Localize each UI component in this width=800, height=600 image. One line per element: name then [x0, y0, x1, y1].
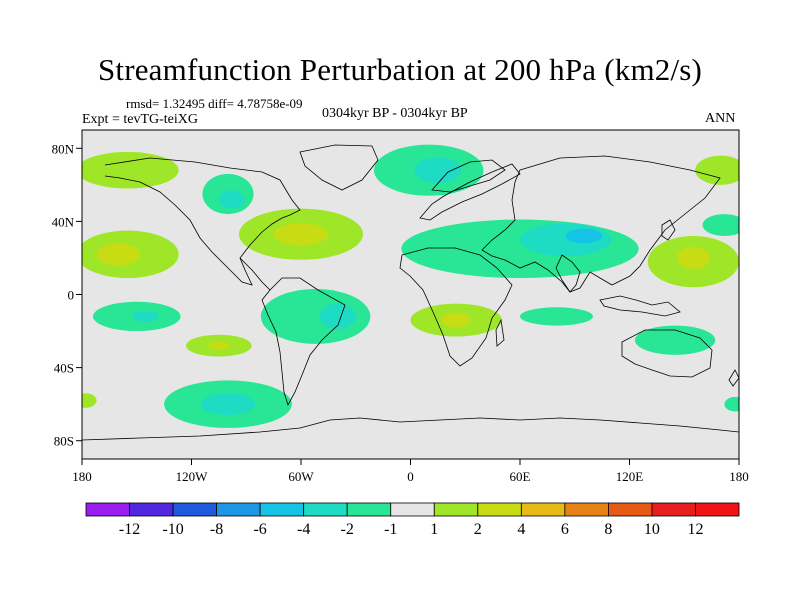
x-tick-label-4: 60E	[510, 469, 531, 484]
coast-greenland	[299, 144, 379, 191]
contour-scandinavia-negative-core	[414, 157, 462, 184]
contour-south-america-negative	[260, 289, 371, 344]
colorbar-label-12: 10	[644, 521, 660, 538]
season-label: ANN	[705, 111, 736, 126]
coast-central-america	[239, 257, 271, 291]
coast-japan	[661, 219, 676, 241]
coast-indonesia	[599, 295, 681, 317]
x-tick-label-2: 60W	[288, 469, 314, 484]
stats-label: rmsd= 1.32495 diff= 4.78758e-09	[126, 96, 303, 111]
contour-west-pacific-positive-core	[676, 246, 710, 269]
contour-asia-negative-core	[565, 228, 603, 244]
map-axes: 180 120W 60W 0 60E 120E 180 80N 40N 0 40S 80S	[52, 141, 749, 484]
x-tick-label-6: 180	[729, 469, 749, 484]
coast-scandinavia	[431, 159, 506, 193]
colorbar-box-9	[477, 502, 522, 517]
map-title: Streamfunction Perturbation at 200 hPa (…	[97, 52, 703, 87]
coast-madagascar	[495, 318, 505, 347]
colorbar-label-4: -4	[297, 521, 310, 538]
colorbar-box-8	[433, 502, 479, 517]
coast-asia	[481, 155, 721, 293]
colorbar: -12 -10 -8 -6 -4 -2 -1 1 2 4 6 8 10 12	[85, 502, 740, 538]
colorbar-label-5: -2	[341, 521, 354, 538]
colorbar-box-12	[608, 502, 653, 517]
contour-australia-negative	[634, 325, 716, 355]
period-label: 0304kyr BP - 0304kyr BP	[322, 106, 468, 121]
colorbar-label-1: -10	[162, 521, 183, 538]
x-tick-label-0: 180	[72, 469, 92, 484]
coast-europe	[419, 163, 521, 221]
contour-south-africa-positive-core	[441, 312, 471, 328]
contour-south-america-negative-core	[319, 303, 356, 330]
contour-dateline-south-positive	[82, 393, 97, 408]
colorbar-label-0: -12	[119, 521, 140, 538]
contour-pacific-30s-positive-core	[207, 342, 230, 350]
colorbar-label-9: 4	[517, 521, 525, 538]
colorbar-box-2	[172, 502, 217, 517]
contour-atlantic-positive-core	[273, 223, 329, 246]
coast-australia	[621, 329, 713, 378]
contour-east-pacific-40n-negative	[702, 214, 739, 237]
coastlines	[82, 144, 739, 441]
colorbar-box-10	[520, 502, 566, 517]
contour-subtropical-pacific-positive-core	[96, 243, 141, 266]
x-tick-label-5: 120E	[616, 469, 644, 484]
y-tick-label-0: 80N	[52, 141, 75, 156]
y-tick-label-3: 40S	[54, 361, 74, 376]
colorbar-box-7	[390, 502, 435, 517]
contour-east-edge-south-negative	[724, 396, 739, 412]
colorbar-box-1	[129, 502, 174, 517]
colorbar-box-5	[303, 502, 348, 517]
coast-india	[555, 254, 581, 293]
colorbar-box-4	[259, 502, 305, 517]
colorbar-label-8: 2	[474, 521, 482, 538]
colorbar-label-6: -1	[384, 521, 397, 538]
colorbar-box-0	[85, 502, 130, 517]
contour-north-pacific-east-positive	[82, 151, 179, 189]
colorbar-box-6	[346, 502, 392, 517]
coast-south-america	[261, 277, 346, 407]
x-tick-label-1: 120W	[176, 469, 209, 484]
colorbar-box-14	[695, 502, 740, 517]
colorbar-label-11: 8	[604, 521, 612, 538]
colorbar-label-13: 12	[687, 521, 703, 538]
y-tick-label-2: 0	[68, 288, 75, 303]
y-tick-label-1: 40N	[52, 214, 75, 229]
colorbar-box-3	[216, 502, 261, 517]
contour-indian-ocean-negative	[520, 307, 593, 326]
contour-layer	[82, 144, 739, 428]
experiment-label: Expt = tevTG-teiXG	[82, 112, 198, 127]
contour-north-pacific-west-positive	[695, 155, 739, 185]
y-tick-label-4: 80S	[54, 434, 74, 449]
colorbar-box-11	[564, 502, 609, 517]
coast-africa	[399, 247, 513, 367]
coast-antarctica	[82, 417, 739, 441]
x-tick-label-3: 0	[407, 469, 414, 484]
colorbar-label-2: -8	[210, 521, 223, 538]
coast-new-zealand	[728, 369, 739, 387]
contour-southern-ocean-negative-core	[200, 393, 256, 416]
contour-canada-negative-core	[218, 190, 245, 209]
colorbar-label-10: 6	[561, 521, 569, 538]
contour-south-pacific-negative-core	[133, 310, 159, 322]
colorbar-label-7: 1	[430, 521, 438, 538]
colorbar-label-3: -6	[253, 521, 266, 538]
colorbar-box-13	[651, 502, 696, 517]
